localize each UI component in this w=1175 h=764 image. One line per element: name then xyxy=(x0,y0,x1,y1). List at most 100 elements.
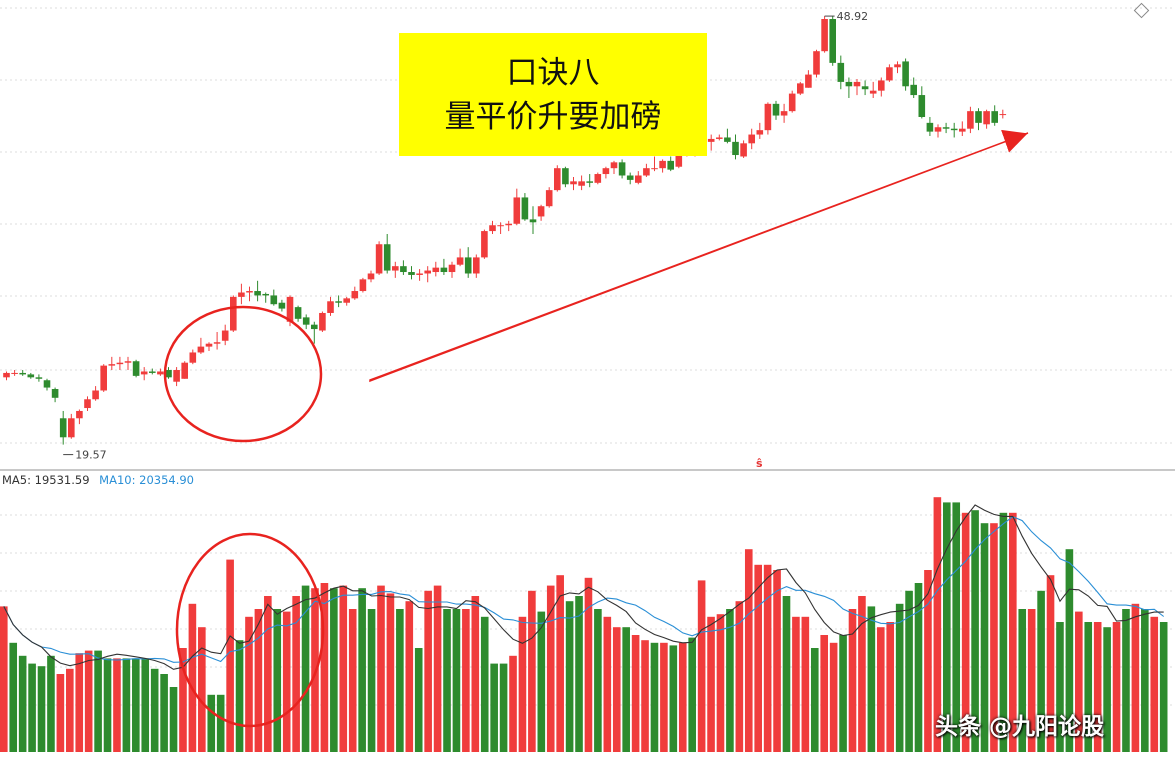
volume-bar xyxy=(1046,575,1055,752)
candle-body xyxy=(707,138,715,142)
volume-bar xyxy=(424,590,432,752)
volume-bar xyxy=(744,549,753,752)
candle-body xyxy=(537,206,545,217)
candlestick-chart[interactable]: 48.92 19.57 xyxy=(0,0,1175,468)
volume-bar xyxy=(254,609,263,752)
ma5-line xyxy=(3,504,1164,670)
candle-body xyxy=(400,266,407,273)
volume-bar xyxy=(264,596,272,752)
candle-body xyxy=(497,225,504,227)
watermark: 头条 @九阳论股 xyxy=(935,714,1105,740)
candle-body xyxy=(545,190,553,207)
volume-bar xyxy=(66,668,74,752)
volume-bar xyxy=(141,658,150,752)
candle-body xyxy=(205,343,213,347)
candle-body xyxy=(756,130,764,135)
candle-body xyxy=(327,301,334,313)
volume-bar xyxy=(103,658,112,752)
candle-body xyxy=(230,296,237,331)
volume-bar xyxy=(829,642,838,752)
volume-bar xyxy=(537,611,546,752)
volume-bar xyxy=(980,523,989,752)
volume-bar xyxy=(480,616,489,752)
candle-body xyxy=(618,162,626,176)
volume-bar xyxy=(716,614,725,752)
volume-bar xyxy=(1018,609,1027,752)
volume-bar xyxy=(735,601,744,752)
candle-body xyxy=(813,51,820,75)
volume-bar xyxy=(433,585,442,752)
low-price-label: 19.57 xyxy=(75,449,107,462)
ma10-legend: MA10: 20354.90 xyxy=(99,473,194,487)
volume-bar xyxy=(1131,603,1140,752)
candle-body xyxy=(886,67,893,81)
candle-body xyxy=(375,244,383,274)
candle-body xyxy=(521,197,529,220)
candle-body xyxy=(238,292,245,297)
candle-body xyxy=(383,244,391,271)
volume-bar xyxy=(132,658,140,752)
candle-body xyxy=(845,81,853,87)
candle-body xyxy=(367,273,375,280)
candle-body xyxy=(189,352,197,363)
candle-body xyxy=(594,174,602,183)
volume-bar xyxy=(358,588,366,752)
volume-bar xyxy=(226,559,234,752)
candle-body xyxy=(764,103,772,131)
volume-bar xyxy=(839,635,847,752)
volume-bar xyxy=(763,564,772,752)
candle-body xyxy=(311,324,318,330)
candle-body xyxy=(124,361,132,363)
candle-body xyxy=(902,61,909,87)
volume-bar xyxy=(810,648,819,752)
volume-bar xyxy=(28,663,36,752)
volume-bar xyxy=(660,642,668,752)
candle-body xyxy=(505,223,512,226)
volume-bar xyxy=(75,653,84,752)
candle-body xyxy=(35,377,43,379)
candle-body xyxy=(464,257,472,274)
candle-body xyxy=(294,307,302,319)
volume-chart-panel[interactable] xyxy=(0,470,1175,760)
candle-body xyxy=(11,372,18,374)
volume-bar xyxy=(556,575,564,752)
candle-body xyxy=(92,390,99,400)
candle-body xyxy=(529,219,537,223)
candle-body xyxy=(351,291,359,299)
candle-body xyxy=(246,291,253,293)
price-chart-panel[interactable]: 48.92 19.57 xyxy=(0,0,1175,468)
volume-bar xyxy=(462,609,470,752)
candle-body xyxy=(254,291,261,296)
volume-bar xyxy=(1084,622,1093,752)
volume-bar xyxy=(914,583,923,752)
panel-divider xyxy=(0,469,1175,471)
candle-body xyxy=(748,134,755,144)
high-price-label: 48.92 xyxy=(837,10,869,23)
candle-body xyxy=(59,418,67,438)
ma5-legend: MA5: 19531.59 xyxy=(2,473,90,487)
volume-bar xyxy=(565,601,574,752)
volume-bar xyxy=(0,606,8,752)
volume-bar-chart[interactable] xyxy=(0,470,1175,760)
candle-body xyxy=(181,362,188,379)
volume-bar xyxy=(1037,590,1045,752)
candle-body xyxy=(675,155,683,167)
volume-bar xyxy=(924,570,932,752)
volume-bar xyxy=(301,585,310,752)
candle-body xyxy=(513,197,521,224)
volume-bar xyxy=(820,635,829,752)
volume-bar xyxy=(490,663,498,752)
candle-body xyxy=(991,111,998,123)
candle-body xyxy=(157,371,164,375)
volume-bar xyxy=(396,609,404,752)
volume-bar xyxy=(858,596,866,752)
volume-bar xyxy=(546,585,555,752)
candle-body xyxy=(19,372,26,375)
volume-bar xyxy=(603,616,612,752)
candle-body xyxy=(448,264,456,273)
volume-bar xyxy=(18,655,27,752)
volume-bar xyxy=(9,642,18,752)
candle-body xyxy=(667,160,674,170)
candle-body xyxy=(659,160,666,169)
volume-bar xyxy=(1112,622,1121,752)
